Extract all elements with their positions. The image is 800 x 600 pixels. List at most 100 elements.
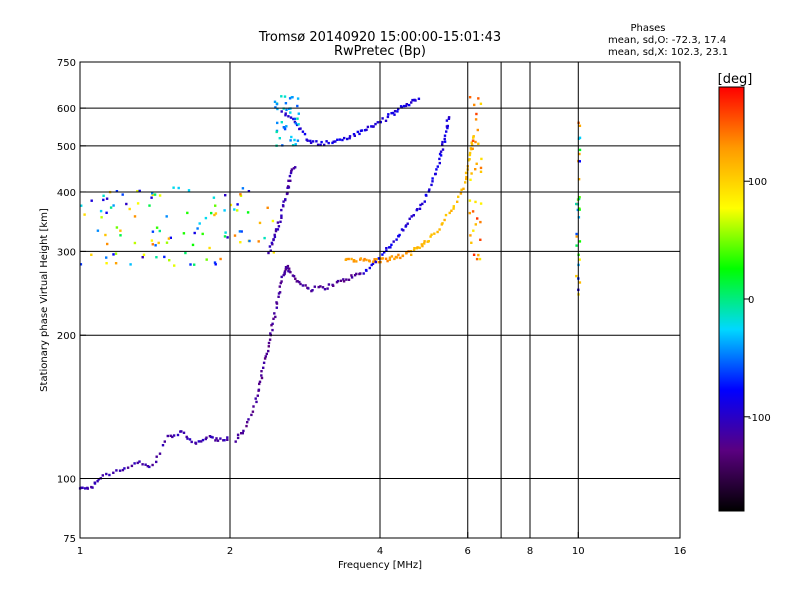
- data-point: [346, 137, 349, 141]
- data-point: [381, 257, 385, 260]
- data-point: [384, 257, 388, 260]
- data-point: [364, 129, 367, 132]
- data-point: [334, 140, 337, 143]
- data-point: [358, 132, 361, 136]
- data-point: [248, 239, 251, 243]
- data-point: [301, 130, 305, 133]
- data-point: [319, 143, 322, 147]
- data-point: [404, 224, 408, 227]
- y-tick-label: 400: [57, 188, 76, 199]
- data-point: [83, 213, 86, 216]
- data-point: [233, 208, 236, 211]
- data-point: [260, 370, 263, 373]
- data-point: [236, 436, 240, 440]
- data-point: [431, 180, 434, 183]
- data-point: [445, 130, 448, 133]
- data-point: [353, 274, 357, 277]
- data-point: [185, 435, 188, 439]
- data-point: [303, 132, 307, 136]
- colorbar-strip: [718, 86, 745, 512]
- data-point: [350, 274, 353, 277]
- data-point: [431, 177, 434, 180]
- data-point: [142, 253, 146, 256]
- data-point: [247, 418, 250, 421]
- data-point: [151, 193, 154, 196]
- data-point: [270, 241, 274, 245]
- data-point: [254, 397, 257, 400]
- data-point: [345, 278, 348, 281]
- data-point: [400, 228, 404, 231]
- data-point: [377, 257, 381, 260]
- data-point: [395, 256, 399, 259]
- data-point: [468, 199, 472, 202]
- data-point: [374, 122, 377, 126]
- data-point: [247, 190, 251, 193]
- data-point: [265, 352, 268, 356]
- data-point: [443, 218, 446, 222]
- data-point: [91, 486, 94, 489]
- data-point: [370, 125, 373, 128]
- colorbar-tick-label: -100: [748, 413, 771, 424]
- data-point: [336, 279, 340, 283]
- y-tick-label: 300: [57, 247, 76, 258]
- legend-line-x: mean, sd,X: 102.3, 23.1: [608, 47, 728, 58]
- data-point: [151, 243, 154, 246]
- data-point: [289, 171, 293, 175]
- data-point: [578, 258, 581, 261]
- data-point: [108, 473, 111, 477]
- data-point: [158, 229, 161, 233]
- data-point: [119, 229, 122, 232]
- data-point: [577, 216, 581, 219]
- data-point: [370, 263, 373, 267]
- data-point: [474, 118, 478, 121]
- data-point: [470, 172, 473, 175]
- data-point: [430, 183, 433, 187]
- data-point: [474, 223, 477, 226]
- data-point: [97, 478, 100, 481]
- data-point: [163, 255, 166, 259]
- data-point: [410, 253, 413, 256]
- data-point: [246, 211, 250, 214]
- data-point: [101, 474, 104, 477]
- data-point: [433, 232, 436, 235]
- data-point: [464, 181, 467, 184]
- data-point: [211, 436, 214, 439]
- data-point: [292, 275, 296, 278]
- data-point: [268, 338, 272, 341]
- data-point: [456, 200, 459, 203]
- data-point: [336, 138, 339, 141]
- data-point: [171, 435, 174, 439]
- data-point: [105, 472, 108, 476]
- data-point: [165, 241, 169, 244]
- data-point: [283, 127, 287, 131]
- data-point: [476, 128, 479, 132]
- data-point: [267, 345, 270, 348]
- data-point: [270, 324, 273, 327]
- data-point: [275, 130, 278, 134]
- data-point: [474, 200, 477, 204]
- data-point: [157, 241, 160, 245]
- data-point: [226, 438, 229, 441]
- data-point: [158, 194, 162, 197]
- data-point: [136, 202, 140, 205]
- data-point: [474, 140, 477, 144]
- data-point: [238, 230, 242, 233]
- data-point: [200, 440, 203, 443]
- data-point: [297, 112, 300, 115]
- data-point: [316, 143, 320, 146]
- data-point: [468, 96, 472, 99]
- data-point: [423, 242, 426, 245]
- data-point: [283, 270, 287, 273]
- data-point: [273, 235, 277, 239]
- data-point: [438, 152, 442, 156]
- data-point: [241, 432, 244, 435]
- data-point: [260, 374, 263, 377]
- data-point: [136, 461, 139, 465]
- data-point: [469, 147, 473, 150]
- data-point: [439, 154, 443, 157]
- x-tick-label: 4: [377, 546, 383, 557]
- data-point: [438, 228, 441, 231]
- y-tick-label: 75: [63, 534, 76, 545]
- data-point: [114, 252, 118, 255]
- data-point: [342, 280, 346, 283]
